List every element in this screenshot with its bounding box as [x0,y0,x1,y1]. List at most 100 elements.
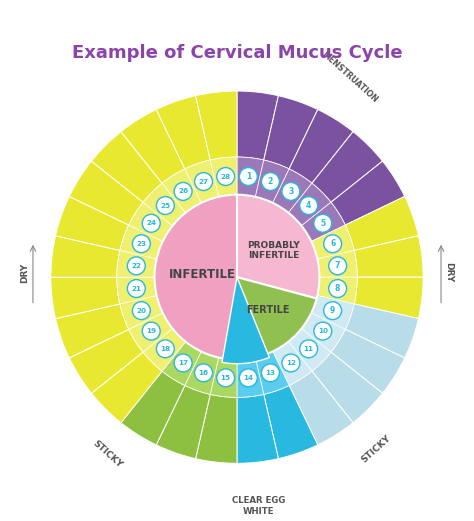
Wedge shape [196,394,237,463]
Wedge shape [237,357,264,398]
Text: 4: 4 [306,201,311,210]
Wedge shape [345,196,419,251]
Text: 5: 5 [320,219,325,228]
Text: 26: 26 [178,189,188,194]
Circle shape [329,280,346,297]
Wedge shape [255,160,289,203]
Circle shape [217,168,235,185]
Wedge shape [196,91,237,160]
Text: 28: 28 [220,173,231,180]
Text: DRY: DRY [20,263,29,282]
Wedge shape [91,352,162,423]
Text: 27: 27 [199,179,209,184]
Text: 19: 19 [146,328,156,334]
Text: 14: 14 [243,375,253,381]
Text: 18: 18 [160,346,171,352]
Circle shape [132,235,150,253]
Circle shape [195,172,212,191]
Wedge shape [117,251,156,277]
Text: STICKY: STICKY [91,439,124,469]
Text: MENSTRUATION: MENSTRUATION [319,49,379,104]
Wedge shape [121,371,185,445]
Circle shape [132,302,150,319]
Wedge shape [264,386,318,458]
Wedge shape [311,295,354,329]
Wedge shape [264,96,318,169]
Circle shape [195,364,212,382]
Circle shape [156,340,174,358]
Circle shape [239,369,257,387]
Text: 12: 12 [286,360,296,366]
Wedge shape [117,277,156,304]
Circle shape [142,214,160,232]
Circle shape [324,302,342,319]
Wedge shape [222,277,269,364]
Circle shape [217,369,235,387]
Text: 13: 13 [265,370,275,376]
Text: FERTILE: FERTILE [246,305,290,315]
Wedge shape [185,352,219,394]
Wedge shape [318,277,357,304]
Text: 17: 17 [178,360,188,366]
Text: 6: 6 [330,239,335,248]
Circle shape [128,280,145,297]
Text: CLEAR EGG
WHITE: CLEAR EGG WHITE [231,497,285,516]
Text: DRY: DRY [445,263,454,282]
Wedge shape [120,295,163,329]
Wedge shape [69,329,143,393]
Circle shape [282,354,300,372]
Wedge shape [331,329,405,393]
Wedge shape [237,277,317,359]
Circle shape [262,172,279,191]
Wedge shape [288,329,331,371]
Text: INFERTILE: INFERTILE [169,268,236,281]
Wedge shape [51,277,120,319]
Wedge shape [91,132,162,202]
Wedge shape [129,313,173,352]
Wedge shape [301,313,345,352]
Circle shape [324,235,342,253]
Wedge shape [255,352,289,394]
Circle shape [174,354,192,372]
Wedge shape [273,169,312,213]
Circle shape [329,257,346,275]
Wedge shape [237,91,278,160]
Text: 7: 7 [335,262,340,270]
Wedge shape [120,225,163,259]
Circle shape [142,322,160,340]
Wedge shape [237,195,319,299]
Wedge shape [331,161,405,225]
Text: 8: 8 [335,284,340,293]
Text: 10: 10 [318,328,328,334]
Wedge shape [210,157,237,197]
Circle shape [300,196,318,215]
Wedge shape [318,251,357,277]
Wedge shape [129,202,173,241]
Text: 25: 25 [160,203,171,208]
Wedge shape [345,304,419,358]
Wedge shape [51,236,120,277]
Wedge shape [162,169,201,213]
Text: STICKY: STICKY [360,434,392,465]
Wedge shape [354,277,423,319]
Wedge shape [354,236,423,277]
Wedge shape [143,183,186,226]
Text: 3: 3 [288,187,293,196]
Text: 16: 16 [199,370,209,376]
Wedge shape [55,196,129,251]
Wedge shape [162,342,201,386]
Wedge shape [210,357,237,398]
Wedge shape [301,202,345,241]
Circle shape [239,168,257,185]
Text: 2: 2 [268,177,273,186]
Circle shape [156,196,174,215]
Circle shape [282,182,300,201]
Text: 11: 11 [304,346,314,352]
Wedge shape [312,132,383,202]
Wedge shape [289,371,353,445]
Wedge shape [121,109,185,183]
Wedge shape [312,352,383,423]
Wedge shape [143,329,186,371]
Wedge shape [156,386,210,458]
Text: 23: 23 [137,241,146,247]
